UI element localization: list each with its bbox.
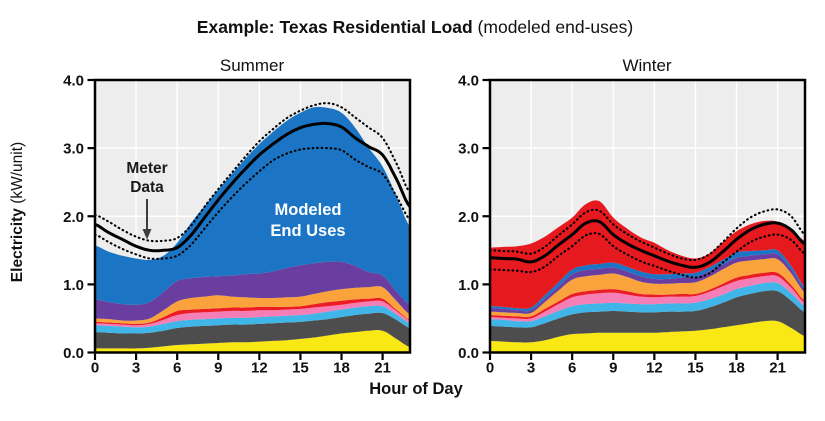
y-tick-label: 4.0 <box>63 73 84 90</box>
y-tick-label: 2.0 <box>63 209 84 226</box>
winter-meter-data-line <box>489 219 806 269</box>
x-tick-label: 12 <box>251 360 268 377</box>
meter-data-label-line1: Meter <box>126 160 167 177</box>
summer-area-light-blue <box>95 305 410 334</box>
winter-area-yellow <box>490 320 805 353</box>
summer-area-dark-gray <box>95 312 410 349</box>
winter-chart: 0 3 6 9 12 15 18 21 4.0 3.0 2.0 1.0 0.0 <box>458 73 807 377</box>
y-tick-label: 0.0 <box>458 345 479 362</box>
x-tick-label: 21 <box>769 360 786 377</box>
meter-data-label-line2: Data <box>130 179 164 196</box>
y-tick-label: 0.0 <box>63 345 84 362</box>
winter-area-orange <box>490 258 805 317</box>
summer-area-blue <box>95 106 410 305</box>
modeled-end-uses-line2: End Uses <box>270 222 345 240</box>
summer-plot-frame <box>93 78 412 354</box>
summer-area-yellow <box>95 330 410 353</box>
x-tick-label: 0 <box>486 360 494 377</box>
y-tick-label: 3.0 <box>458 141 479 158</box>
summer-panel-title: Summer <box>220 56 285 75</box>
x-tick-label: 21 <box>374 360 391 377</box>
meter-data-annotation: Meter Data <box>126 160 168 240</box>
figure-title-subtitle: (modeled end-uses) <box>473 17 634 37</box>
x-tick-label: 3 <box>132 360 140 377</box>
x-tick-label: 6 <box>568 360 576 377</box>
x-tick-label: 18 <box>728 360 745 377</box>
x-tick-label: 6 <box>173 360 181 377</box>
x-tick-label: 12 <box>646 360 663 377</box>
x-tick-label: 0 <box>91 360 99 377</box>
meter-data-label: Meter Data <box>126 160 167 196</box>
figure-title: Example: Texas Residential Load (modeled… <box>197 17 633 37</box>
winter-plot-frame <box>488 78 807 354</box>
y-tick-label: 3.0 <box>63 141 84 158</box>
summer-meter-data-line <box>94 121 412 253</box>
y-axis-label: Electricity (kW/unit) <box>9 142 26 282</box>
x-tick-label: 18 <box>333 360 350 377</box>
summer-area-red <box>95 297 410 326</box>
winter-area-light-blue <box>490 282 805 328</box>
summer-area-purple <box>95 261 410 321</box>
x-axis-label: Hour of Day <box>369 380 463 398</box>
winter-area-red <box>490 271 805 319</box>
winter-meter-upper-bound-line <box>488 208 807 262</box>
modeled-end-uses-label: Modeled End Uses <box>270 201 345 240</box>
winter-meter-lower-bound-line <box>488 232 807 279</box>
summer-meter-lower-bound-line <box>93 146 412 260</box>
y-tick-label: 2.0 <box>458 209 479 226</box>
winter-area-dark-gray <box>490 290 805 343</box>
summer-area-pink <box>95 300 410 328</box>
figure-title-bold: Example: Texas Residential Load <box>197 17 473 37</box>
x-tick-label: 3 <box>527 360 535 377</box>
x-tick-label: 9 <box>609 360 617 377</box>
y-tick-label: 1.0 <box>63 277 84 294</box>
x-tick-label: 15 <box>687 360 704 377</box>
winter-area-pink <box>490 275 805 322</box>
summer-area-orange <box>95 286 410 324</box>
winter-panel-title: Winter <box>622 56 671 75</box>
y-tick-label: 4.0 <box>458 73 479 90</box>
x-tick-label: 15 <box>292 360 309 377</box>
y-axis-label-bold: Electricity <box>9 208 26 282</box>
y-axis-label-units: (kW/unit) <box>9 142 26 208</box>
summer-chart: 0 3 6 9 12 15 18 21 4.0 3.0 2.0 1.0 0.0 <box>63 73 412 377</box>
meter-data-arrowhead-icon <box>142 229 152 240</box>
modeled-end-uses-line1: Modeled <box>275 201 342 219</box>
y-tick-label: 1.0 <box>458 277 479 294</box>
x-tick-label: 9 <box>214 360 222 377</box>
summer-meter-upper-bound-line <box>93 102 412 243</box>
